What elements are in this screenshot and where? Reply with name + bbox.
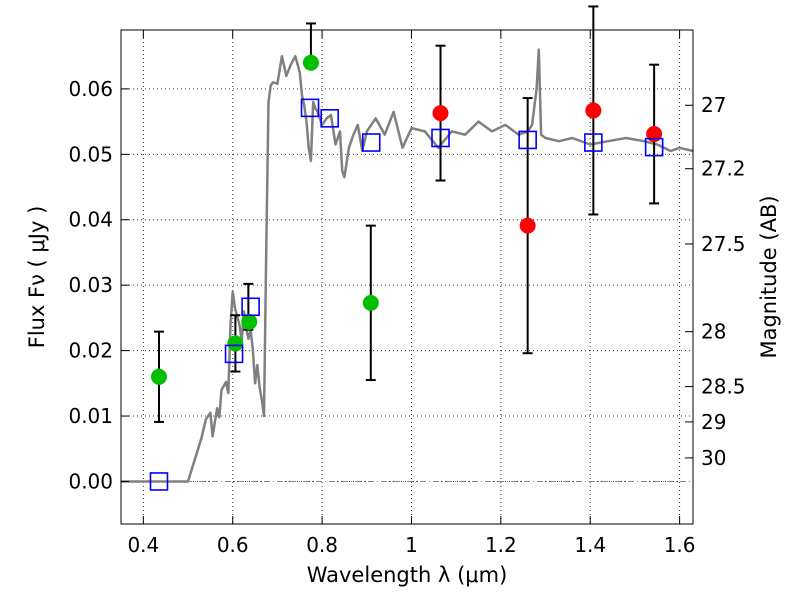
model-flux-square [300,98,320,118]
green-photometry-point [302,54,319,71]
y-tick-label: 0.03 [68,273,113,297]
y-tick-label: 0.02 [68,339,113,363]
model-flux-square [644,137,664,157]
grid [121,30,693,524]
y2-axis-label: Magnitude (AB) [757,195,781,358]
model-flux-square [224,344,244,364]
y-tick-label: 0.04 [68,208,113,232]
y-tick-label: 0.06 [68,77,113,101]
x-tick-label: 1.4 [574,533,606,557]
y2-tick-label: 29 [701,410,726,434]
x-tick-label: 1 [405,533,418,557]
red-photometry-point [519,217,536,234]
model-flux-square [320,109,339,128]
model-flux-square [518,130,537,150]
y-axis-label: Flux Fν ( μJy ) [25,206,49,349]
y2-tick-label: 27 [701,93,726,117]
y2-tick-label: 30 [701,446,726,470]
y-tick-label: 0.05 [68,142,113,166]
markers-layer [149,54,664,491]
y2-tick-label: 28 [701,320,726,344]
x-tick-label: 0.4 [127,533,159,557]
green-photometry-point [362,294,379,311]
red-photometry-point [585,102,602,119]
ticks-layer: 0.4 0.6 0.8 1 1.2 1.4 1.6 0.00 0.01 0.02 0.03 0.04 0… [68,30,746,557]
y2-tick-label: 27.2 [701,157,746,181]
model-flux-square [584,133,603,152]
model-spectrum-line [121,48,694,483]
green-photometry-point [241,313,258,330]
model-flux-square [241,297,260,317]
y-tick-label: 0.00 [68,469,113,493]
model-flux-square [149,472,169,491]
y2-tick-label: 28.5 [701,375,746,399]
model-flux-square [431,128,450,148]
x-tick-label: 0.6 [217,533,249,557]
x-tick-label: 0.8 [306,533,338,557]
plot-frame [120,29,694,525]
y2-tick-label: 27.5 [701,232,746,256]
y-tick-label: 0.01 [68,404,113,428]
red-photometry-point [646,126,663,143]
green-photometry-point [150,368,167,385]
x-tick-label: 1.2 [485,533,517,557]
model-spectrum-layer [121,48,694,483]
model-flux-square [361,133,381,152]
red-photometry-point [432,105,449,122]
x-tick-label: 1.6 [664,533,696,557]
x-axis-label: Wavelength λ (μm) [307,563,508,587]
green-photometry-point [227,335,244,352]
